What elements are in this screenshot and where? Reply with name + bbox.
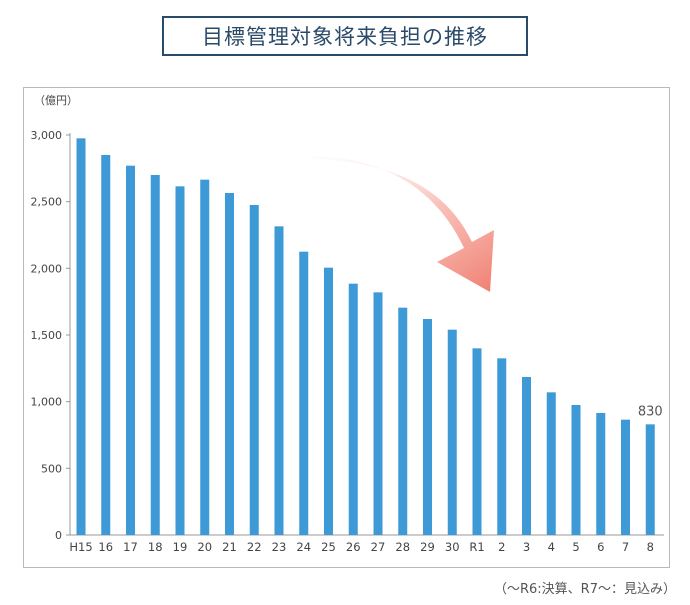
x-tick-label: 21 — [222, 540, 237, 554]
x-tick-label: 24 — [296, 540, 311, 554]
bars — [76, 138, 655, 536]
x-tick-label: 30 — [445, 540, 460, 554]
x-tick-label: 7 — [622, 540, 629, 554]
bar — [175, 186, 185, 536]
bar — [546, 392, 556, 535]
bar — [645, 424, 655, 535]
bar — [472, 348, 482, 535]
x-tick-label: 25 — [321, 540, 336, 554]
bar — [299, 251, 309, 535]
x-tick-label: H15 — [69, 540, 92, 554]
bar — [398, 307, 408, 535]
y-tick-label: 2,500 — [31, 196, 63, 209]
y-tick-label: 500 — [41, 462, 62, 475]
x-tick-label: 19 — [173, 540, 188, 554]
x-tick-label: 5 — [572, 540, 579, 554]
x-tick-label: 22 — [247, 540, 262, 554]
bar — [373, 292, 383, 535]
bar — [76, 138, 86, 536]
bar — [101, 155, 111, 535]
bar — [249, 205, 259, 535]
bar — [274, 226, 284, 536]
y-ticks: 0 500 1,000 1,500 2,000 2,500 3,000 — [31, 129, 70, 542]
y-tick-label: 0 — [55, 529, 62, 542]
x-tick-label: 29 — [420, 540, 435, 554]
x-tick-label: 17 — [123, 540, 138, 554]
x-tick-labels: H15 16 17 18 19 20 21 22 23 24 25 26 27 28 29 30 R1 2 3 4 5 6… — [69, 540, 654, 554]
x-tick-label: 4 — [548, 540, 555, 554]
x-tick-label: 20 — [197, 540, 212, 554]
x-tick-label: 26 — [346, 540, 361, 554]
annotations: 830 — [638, 404, 663, 419]
y-tick-label: 3,000 — [31, 129, 63, 142]
bar — [447, 329, 457, 535]
bar — [126, 165, 135, 535]
x-tick-label: 18 — [148, 540, 163, 554]
trend-arrow — [288, 156, 494, 292]
x-tick-label: 23 — [272, 540, 287, 554]
y-tick-label: 2,000 — [31, 262, 63, 275]
chart-frame — [23, 87, 670, 568]
x-tick-label: 28 — [395, 540, 410, 554]
bar — [522, 377, 531, 535]
bar — [571, 405, 581, 535]
y-tick-label: 1,000 — [31, 396, 63, 409]
y-axis-unit-label: （億円） — [34, 94, 78, 107]
bar — [324, 267, 333, 535]
bar — [423, 319, 432, 535]
chart-title: 目標管理対象将来負担の推移 — [162, 16, 528, 56]
x-tick-label: 16 — [98, 540, 113, 554]
x-tick-label: 6 — [597, 540, 604, 554]
bar — [348, 283, 358, 535]
x-tick-label: 8 — [647, 540, 654, 554]
bar — [497, 358, 507, 535]
bar — [150, 175, 160, 535]
y-tick-label: 1,500 — [31, 329, 63, 342]
x-tick-label: 27 — [371, 540, 386, 554]
bar — [596, 413, 606, 535]
x-tick-label: 3 — [523, 540, 530, 554]
bar — [200, 179, 210, 535]
bar — [225, 193, 234, 535]
x-tick-label: R1 — [469, 540, 484, 554]
bar — [621, 419, 630, 535]
footnote: （～R6:決算、R7～：見込み） — [494, 582, 676, 597]
data-label: 830 — [638, 404, 663, 419]
x-tick-label: 2 — [498, 540, 505, 554]
